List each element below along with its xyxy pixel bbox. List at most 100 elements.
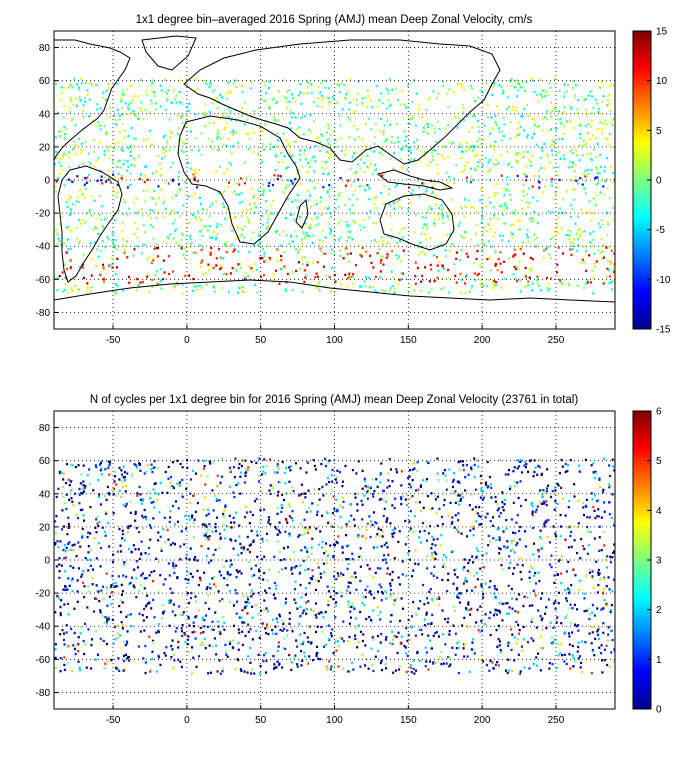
data-cell [523, 107, 526, 110]
data-cell [310, 83, 313, 86]
data-cell [596, 499, 599, 503]
data-cell [62, 588, 65, 591]
data-cell [306, 550, 309, 553]
data-cell [248, 221, 251, 224]
data-cell [420, 289, 423, 292]
data-cell [289, 109, 292, 112]
data-cell [167, 599, 170, 602]
data-cell [418, 628, 421, 631]
data-cell [497, 664, 500, 667]
data-cell [308, 128, 311, 131]
data-cell [200, 228, 203, 231]
data-cell [421, 278, 424, 281]
data-cell [283, 498, 286, 502]
data-cell [200, 248, 203, 252]
data-cell [234, 79, 237, 82]
data-cell [231, 229, 234, 233]
data-cell [82, 276, 85, 280]
data-cell [336, 508, 339, 511]
data-cell [479, 630, 482, 633]
data-cell [269, 257, 272, 261]
data-cell [613, 469, 615, 472]
data-cell [244, 605, 247, 608]
data-cell [515, 159, 518, 162]
data-cell [322, 172, 325, 175]
data-cell [66, 291, 69, 295]
data-cell [437, 260, 440, 264]
data-cell [589, 138, 592, 141]
data-cell [354, 110, 357, 113]
data-cell [306, 81, 309, 84]
data-cell [480, 143, 483, 146]
data-cell [319, 141, 322, 144]
data-cell [529, 256, 532, 259]
data-cell [433, 494, 436, 498]
data-cell [208, 110, 211, 113]
data-cell [347, 563, 350, 566]
data-cell [204, 271, 207, 275]
data-cell [571, 179, 574, 182]
data-cell [572, 242, 575, 245]
data-cell [149, 224, 152, 227]
data-cell [445, 171, 448, 174]
data-cell [496, 509, 499, 512]
data-cell [72, 566, 75, 569]
data-cell [67, 542, 70, 545]
data-cell [305, 232, 308, 235]
data-cell [471, 508, 474, 511]
data-cell [146, 602, 149, 605]
data-cell [583, 514, 586, 517]
data-cell [309, 146, 312, 149]
data-cell [97, 590, 100, 593]
data-cell [585, 269, 588, 272]
data-cell [550, 180, 553, 184]
data-cell [498, 130, 501, 133]
data-cell [370, 593, 373, 596]
data-cell [82, 109, 85, 112]
data-cell [257, 474, 260, 477]
data-cell [359, 228, 362, 232]
data-cell [310, 205, 313, 208]
data-cell [281, 629, 284, 632]
data-cell [447, 181, 450, 184]
data-cell [418, 103, 421, 106]
data-cell [100, 473, 103, 476]
data-cell [430, 572, 433, 575]
data-cell [318, 280, 321, 283]
data-cell [514, 277, 517, 280]
data-cell [225, 524, 228, 528]
data-cell [95, 557, 98, 560]
data-cell [200, 544, 203, 548]
data-cell [484, 582, 487, 585]
data-cell [172, 222, 175, 225]
data-cell [386, 254, 389, 258]
data-cell [184, 640, 187, 644]
data-cell [425, 223, 428, 226]
data-cell [96, 515, 99, 519]
data-cell [305, 273, 308, 277]
data-cell [612, 521, 615, 524]
data-cell [336, 541, 339, 545]
data-cell [302, 501, 305, 504]
data-cell [225, 241, 228, 244]
data-cell [510, 549, 513, 552]
data-cell [508, 79, 511, 83]
chart-title: 1x1 degree bin–averaged 2016 Spring (AMJ… [136, 14, 533, 26]
data-cell [559, 652, 562, 655]
data-cell [328, 459, 331, 462]
data-cell [334, 291, 337, 294]
data-cell [62, 290, 65, 293]
data-cell [221, 192, 224, 195]
data-cell [436, 163, 439, 166]
data-cell [502, 222, 505, 225]
data-cell [297, 169, 300, 172]
data-cell [118, 466, 121, 469]
data-cell [77, 218, 80, 222]
data-cell [433, 131, 436, 134]
data-cell [194, 285, 197, 288]
data-cell [61, 271, 64, 274]
data-cell [61, 215, 64, 218]
data-cell [135, 464, 138, 467]
data-cell [349, 118, 352, 121]
data-cell [337, 640, 340, 643]
